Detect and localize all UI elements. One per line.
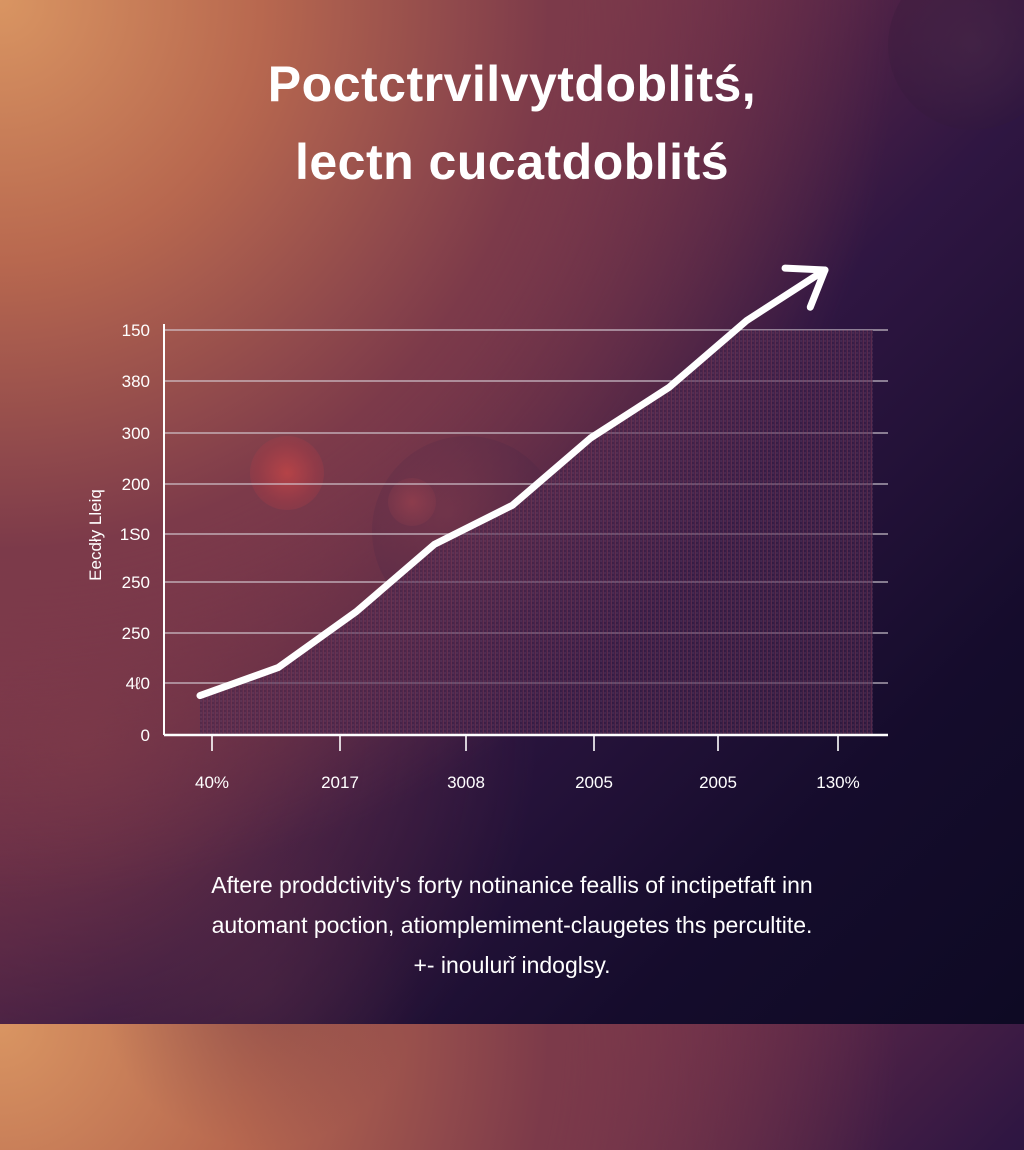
y-tick-label: 150 [122,321,150,340]
y-tick-label: 0 [141,726,150,745]
caption-line-2: automant poction, atiomplemiment-clauget… [0,914,1024,937]
y-tick-label: 250 [122,624,150,643]
y-tick-label: 200 [122,475,150,494]
caption-line-3: +- inoulurǐ indoglsy. [0,954,1024,977]
y-tick-label: 300 [122,424,150,443]
x-tick-label: 2005 [575,773,613,792]
x-tick-label: 3008 [447,773,485,792]
line-chart: 150 380 300 200 1S0 250 250 4ℓ0 0 40% 2017 3008 200… [0,0,1024,1024]
y-tick-label: 4ℓ0 [126,674,150,693]
caption-line-1: Aftere proddctivity's forty notinanice f… [0,874,1024,897]
area-fill [200,270,933,735]
x-tick-label: 130% [816,773,859,792]
x-tick-label: 2005 [699,773,737,792]
y-tick-labels: 150 380 300 200 1S0 250 250 4ℓ0 0 [120,321,150,745]
x-tick-label: 40% [195,773,229,792]
area-fill-group [200,270,933,735]
x-tick-label: 2017 [321,773,359,792]
y-axis-label: Eecdły Lleiq [86,489,105,581]
y-tick-label: 380 [122,372,150,391]
x-tick-labels: 40% 2017 3008 2005 2005 130% [195,773,860,792]
y-tick-label: 250 [122,573,150,592]
y-tick-label: 1S0 [120,525,150,544]
